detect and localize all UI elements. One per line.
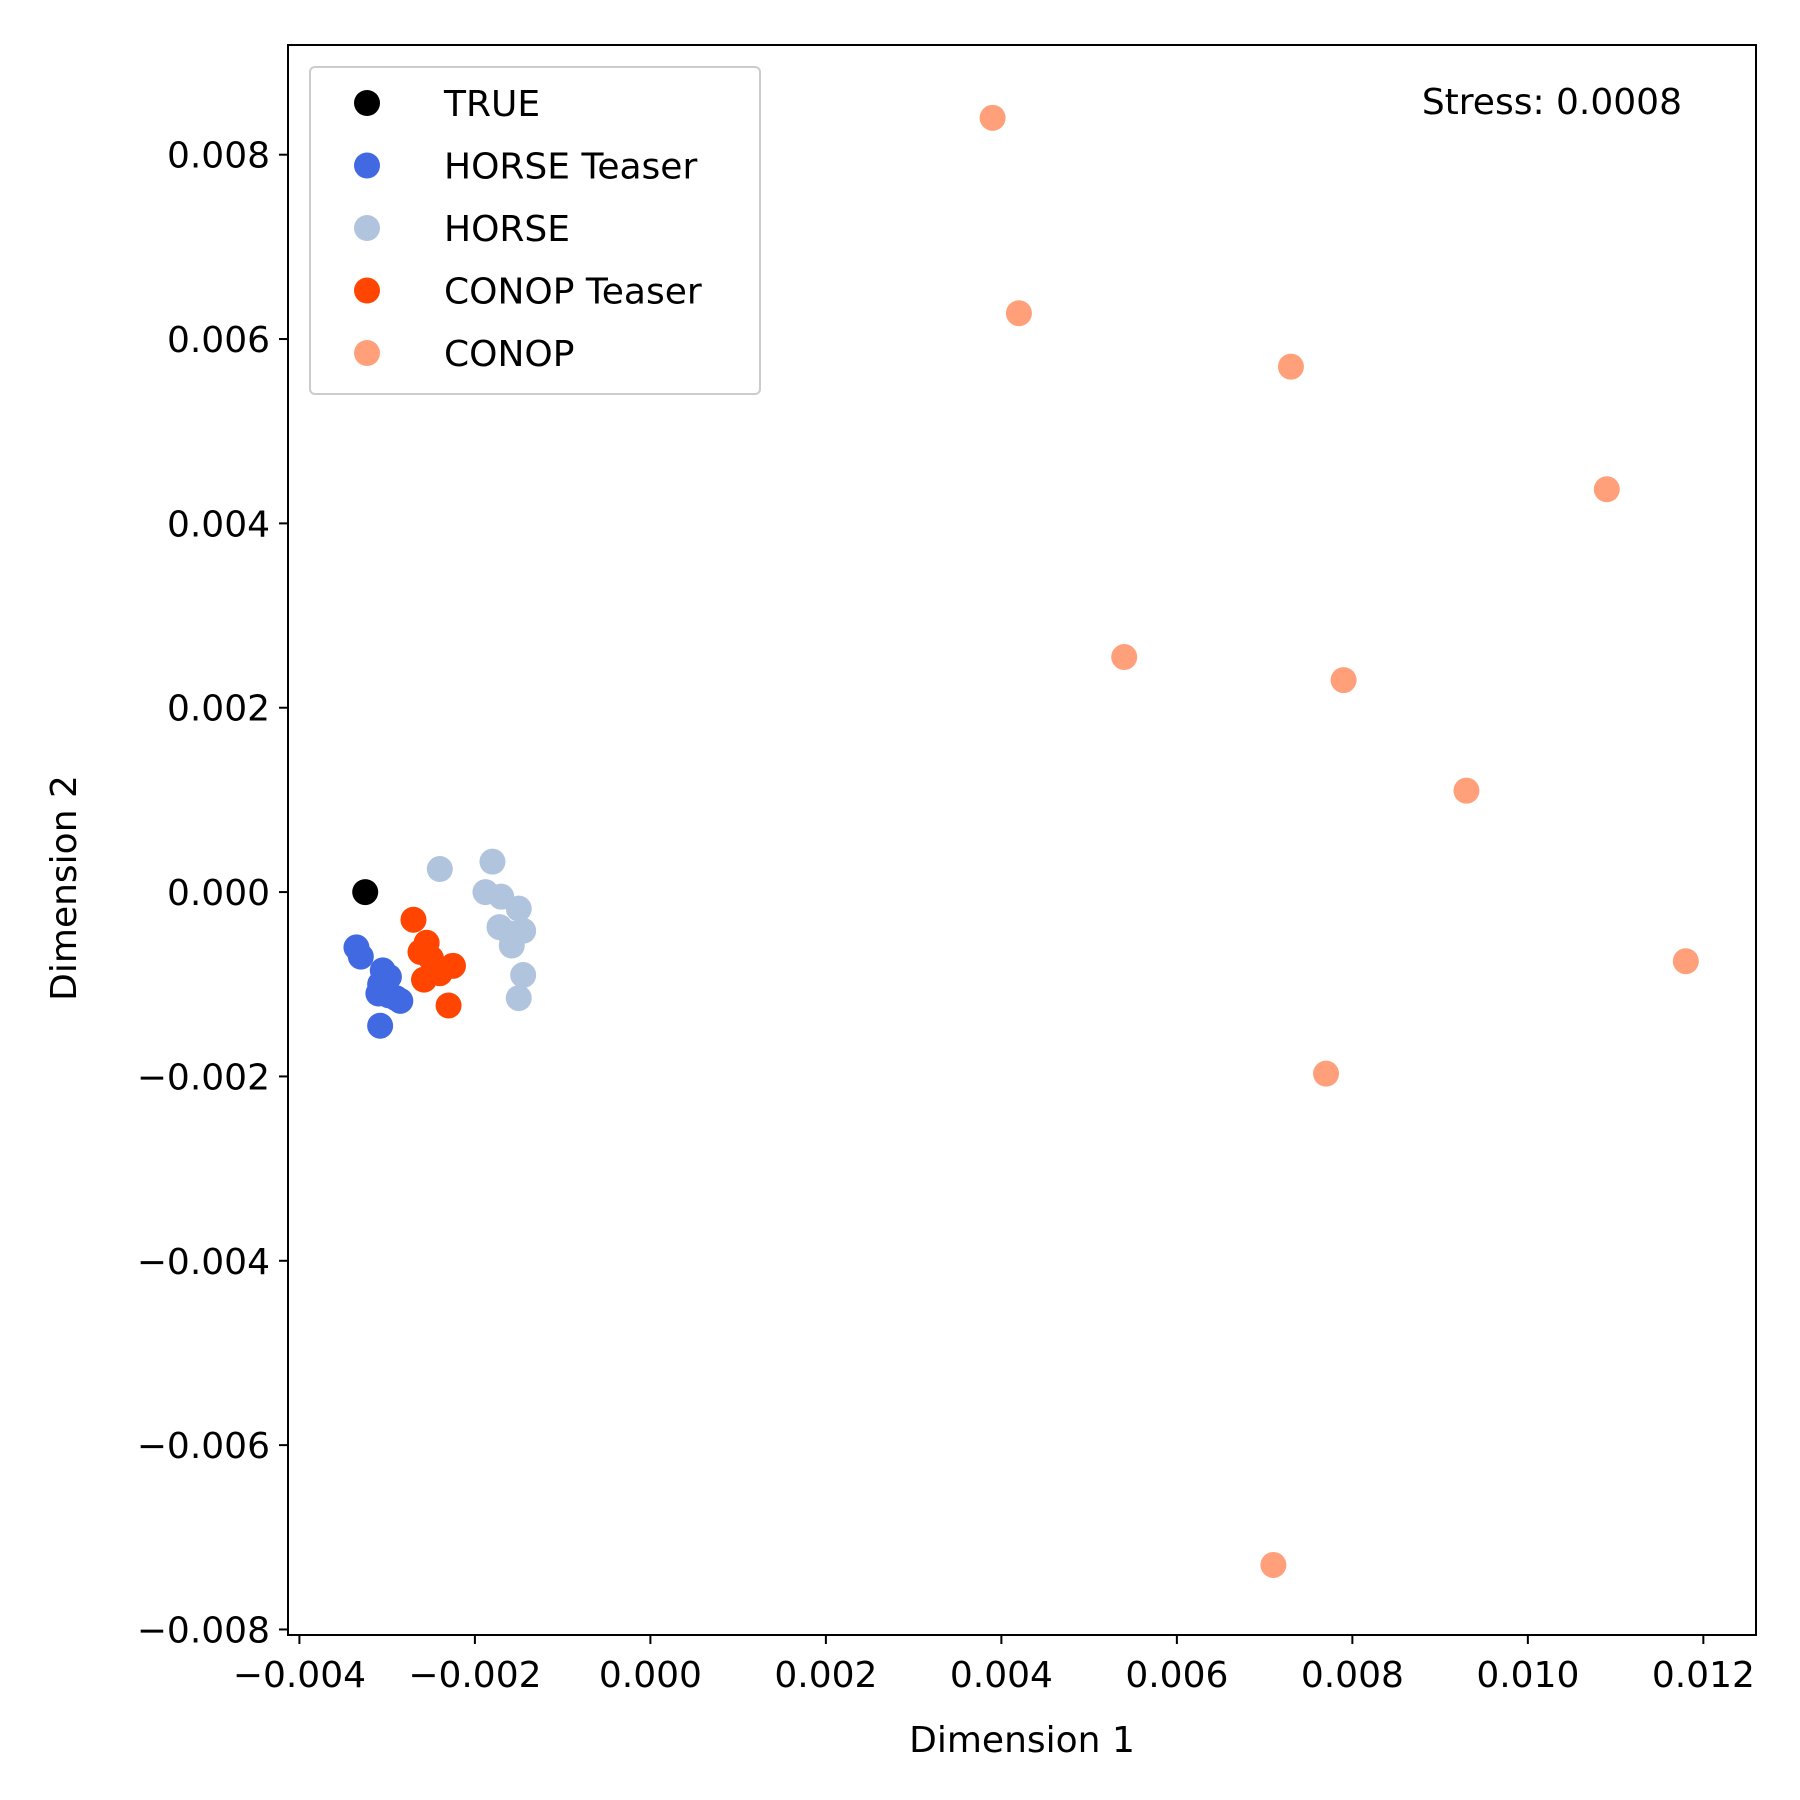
legend-label-3: CONOP Teaser: [444, 272, 702, 313]
y-tick-label-0: −0.008: [137, 1610, 270, 1651]
point-conop-8: [1313, 1060, 1340, 1087]
point-conop-2: [1277, 353, 1304, 380]
point-horse-4: [505, 895, 532, 922]
point-horse-8: [498, 932, 525, 959]
legend-label-2: HORSE: [444, 209, 570, 250]
point-conop-teaser-6: [411, 966, 438, 993]
point-horse-teaser-1: [347, 943, 374, 970]
legend-marker-0: [354, 90, 380, 116]
point-conop-teaser-0: [400, 906, 427, 933]
point-conop-5: [1330, 667, 1357, 694]
data-points: [343, 104, 1699, 1578]
point-conop-3: [1593, 476, 1620, 503]
point-horse-teaser-8: [375, 982, 402, 1009]
legend-label-0: TRUE: [443, 84, 540, 125]
y-tick-label-7: 0.006: [167, 320, 270, 361]
x-tick-label-0: −0.004: [233, 1655, 366, 1696]
point-conop-9: [1260, 1551, 1287, 1578]
legend-box: [309, 66, 761, 395]
y-tick-label-4: 0.000: [167, 873, 270, 914]
legend-items: TRUE HORSE Teaser HORSE CONOP Teaser CONOP: [354, 84, 702, 375]
x-axis-label: Dimension 1: [909, 1720, 1135, 1761]
point-horse-10: [505, 985, 532, 1012]
y-tick-label-1: −0.006: [137, 1426, 270, 1467]
y-tick-label-6: 0.004: [167, 504, 270, 545]
point-conop-7: [1672, 948, 1699, 975]
stress-annotation: Stress: 0.0008: [1422, 82, 1682, 123]
point-conop-teaser-7: [435, 992, 462, 1019]
y-axis-label: Dimension 2: [44, 775, 85, 1001]
point-horse-1: [479, 848, 506, 875]
x-tick-label-7: 0.010: [1476, 1655, 1579, 1696]
legend-marker-1: [354, 152, 380, 179]
point-horse-teaser-9: [367, 1012, 394, 1039]
y-tick-label-8: 0.008: [167, 136, 270, 177]
y-tick-label-2: −0.004: [137, 1242, 270, 1283]
x-tick-label-8: 0.012: [1652, 1655, 1755, 1696]
plot-frame: [287, 44, 1757, 1636]
y-axis-ticks: −0.008 −0.006 −0.004 −0.002 0.000 0.002 0.004 0…: [137, 136, 288, 1651]
point-conop-1: [1005, 300, 1032, 327]
legend-marker-3: [354, 277, 380, 304]
legend-marker-2: [354, 215, 380, 241]
legend-label-1: HORSE Teaser: [444, 147, 697, 188]
x-tick-label-2: 0.000: [599, 1655, 702, 1696]
x-tick-label-6: 0.008: [1301, 1655, 1404, 1696]
legend-marker-4: [354, 340, 380, 366]
point-conop-0: [979, 104, 1006, 131]
point-conop-6: [1453, 777, 1480, 804]
y-tick-label-5: 0.002: [167, 689, 270, 730]
x-tick-label-5: 0.006: [1125, 1655, 1228, 1696]
x-tick-label-3: 0.002: [774, 1655, 877, 1696]
x-axis-ticks: −0.004 −0.002 0.000 0.002 0.004 0.006 0.008 0.0…: [233, 1635, 1755, 1696]
point-horse-0: [426, 856, 453, 883]
x-tick-label-4: 0.004: [950, 1655, 1053, 1696]
x-tick-label-1: −0.002: [408, 1655, 541, 1696]
y-tick-label-3: −0.002: [137, 1057, 270, 1098]
legend-label-4: CONOP: [444, 334, 574, 375]
point-true-0: [352, 879, 379, 906]
legend: TRUE HORSE Teaser HORSE CONOP Teaser CONOP: [309, 66, 761, 395]
point-horse-9: [510, 962, 537, 989]
point-conop-4: [1111, 644, 1138, 671]
